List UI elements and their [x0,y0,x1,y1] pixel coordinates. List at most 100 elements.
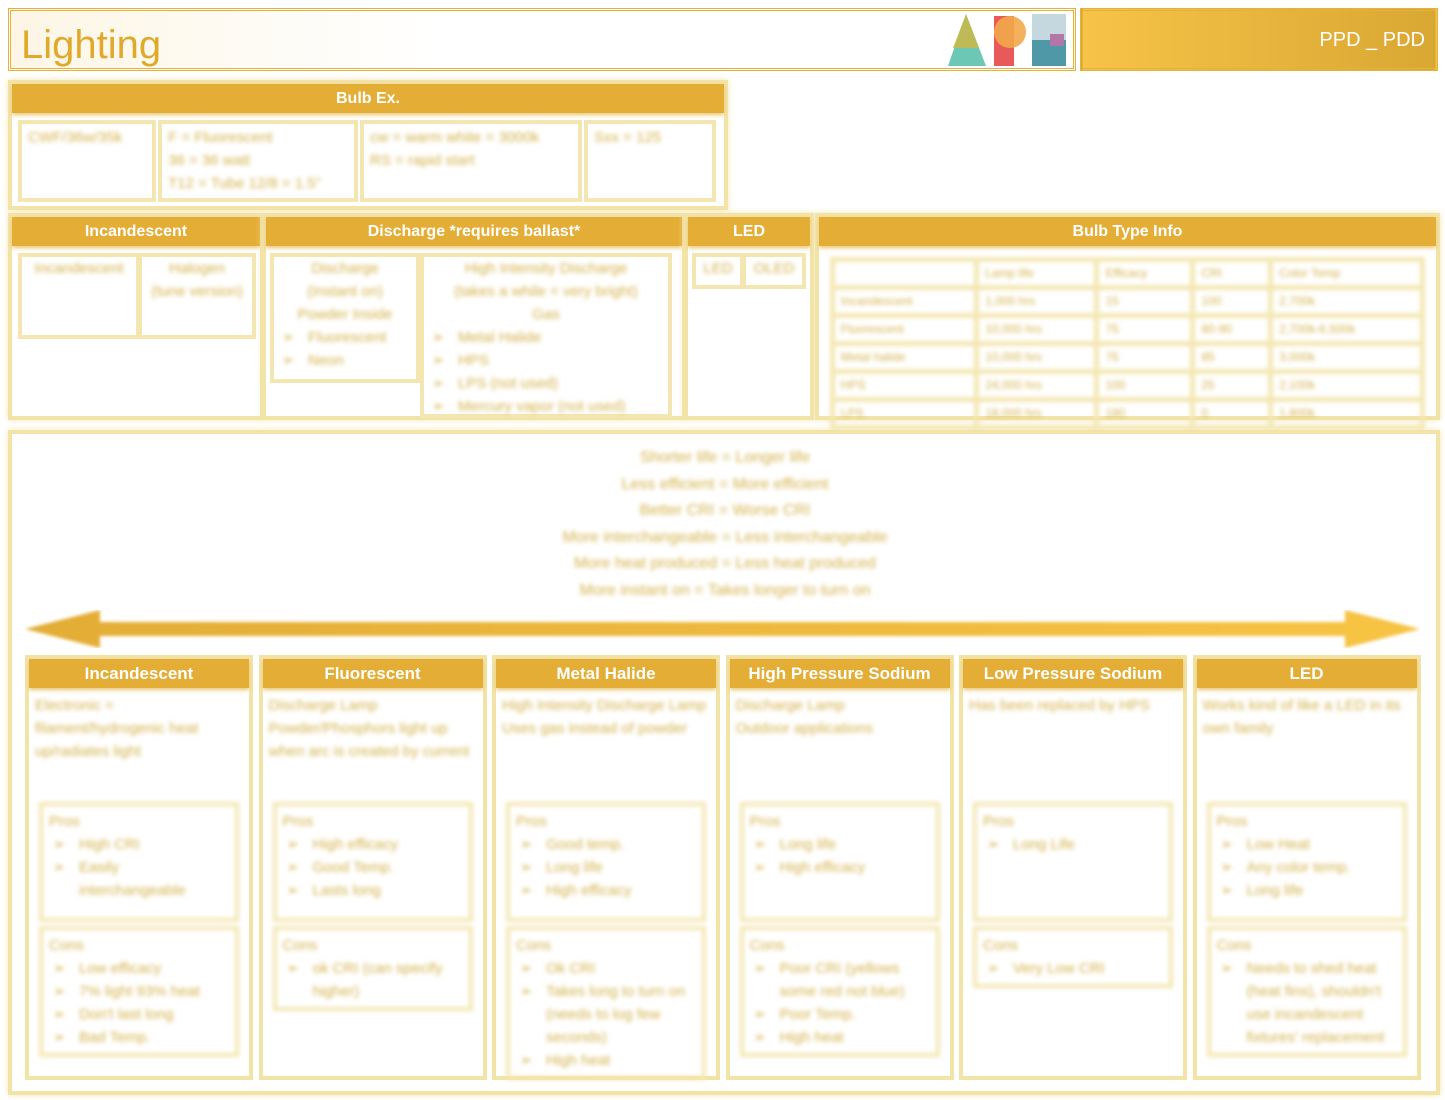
led-header: LED [688,217,810,246]
list-item: Good temp. [516,833,696,856]
table-cell: 180 [1094,397,1196,430]
table-cell: 80-90 [1190,313,1274,346]
list-item: Neon [278,349,412,372]
table-cell: 100 [1190,285,1274,318]
table-cell: 3,000k [1268,341,1425,374]
title-bar: Lighting [8,8,1076,71]
cons-label: Cons [282,937,318,954]
pros-label: Pros [282,813,314,830]
discharge-high-list: Metal HalideHPSLPS (not used)Mercury vap… [428,326,664,418]
table-cell: 75 [1094,341,1196,374]
list-item: Low efficacy [49,957,229,980]
list-item: Poor Temp. [750,1003,930,1026]
column-metal-halide: Metal Halide High Intensity Discharge La… [492,655,720,1080]
list-item: Low Heat [1217,833,1397,856]
column-header: Color Temp [1268,257,1425,290]
table-row: Fluorescent 10,000 hrs 75 80-90 2,700k-6,500… [829,313,1425,346]
pros-label: Pros [1216,813,1248,830]
table-cell: 0 [1190,397,1274,430]
pros-label: Pros [749,813,781,830]
list-item: High efficacy [750,856,930,879]
list-item: Fluorescent [278,326,412,349]
list-item: Don't last long [49,1003,229,1026]
discharge-high-heading: High Intensity Discharge (takes a while … [454,260,638,323]
table-cell: 1,800k [1268,397,1425,430]
cons-label: Cons [749,937,785,954]
bulb-ex-cell: F = Fluorescent 36 = 36 watt T12 = Tube … [168,129,321,192]
list-item: Good Temp. [283,856,463,879]
column-incandescent: Incandescent Electronic = filament/hydro… [25,655,253,1080]
table-row: HPS 24,000 hrs 100 25 2,100k [829,369,1425,402]
bulb-ex-cell: Sxx = 125 [594,129,662,146]
discharge-low-heading: Discharge (Instant on) Powder Inside [297,260,393,323]
table-cell: 25 [1190,369,1274,402]
column-description: Has been replaced by HPS [969,697,1150,714]
comparison-panel [8,430,1440,1095]
bulb-type-info-table: Lamp life Efficacy CRI Color Temp Incandesce… [829,257,1425,430]
column-description: Discharge Lamp Outdoor applications [735,697,874,737]
page-title: Lighting [21,23,162,67]
pros-label: Pros [49,813,80,830]
bulb-ex-cell: CWF/36w/35k [28,129,123,146]
table-cell: Fluorescent [829,313,980,346]
table-cell: 85 [1190,341,1274,374]
type-cell: Incandescent [34,260,124,277]
type-cell: LED [703,260,733,277]
list-item: LPS (not used) [428,372,664,395]
table-cell: 2,700k [1268,285,1425,318]
column-header: CRI [1190,257,1274,290]
list-item: Long life [516,856,696,879]
column-description: High Intensity Discharge Lamp Uses gas i… [502,697,707,737]
list-item: Mercury vapor (not used) [428,395,664,418]
double-arrow-icon [25,610,1420,648]
table-cell: 15 [1094,285,1196,318]
list-item: High heat [750,1026,930,1049]
spectrum-line: Less efficient = More efficient [621,475,829,493]
column-header: Lamp life [974,257,1100,290]
list-item: Long Life [983,833,1163,856]
bulb-ex-cell: cw = warm white = 3000k RS = rapid start [370,129,540,169]
list-item: Lasts long [283,879,463,902]
list-item: Easily interchangeable [49,856,229,902]
cons-box: Cons Low efficacy7% light 93% heatDon't l… [39,926,239,1057]
column-high-pressure-sodium: High Pressure Sodium Discharge Lamp Outd… [725,655,954,1080]
pros-label: Pros [983,813,1014,830]
list-item: Long life [1217,879,1397,902]
pros-box: Pros Long lifeHigh efficacy [739,802,940,922]
column-header: Efficacy [1094,257,1196,290]
discharge-panel: Discharge *requires ballast* Discharge (… [262,213,686,420]
list-item: HPS [428,349,664,372]
are-logo [948,14,1066,66]
list-item: Long life [750,833,930,856]
table-cell: 75 [1094,313,1196,346]
list-item: 7% light 93% heat [49,980,229,1003]
spectrum-line: More instant on = Takes longer to turn o… [579,581,871,599]
column-header: Low Pressure Sodium [963,659,1183,688]
spectrum-line: More heat produced = Less heat produced [574,555,876,572]
pros-box: Pros Low HeatAny color temp.Long life [1206,802,1407,922]
column-header: LED [1196,659,1417,688]
table-cell: 18,000 hrs [974,397,1100,430]
incandescent-panel: Incandescent Incandescent Halogen (tune … [8,213,264,420]
column-header: Fluorescent [262,659,483,688]
list-item: High CRI [49,833,229,856]
header-right-box: PPD _ PDD [1080,8,1438,71]
list-item: Needs to shed heat (heat fins), shouldn'… [1217,957,1397,1049]
list-item: High efficacy [516,879,696,902]
cons-label: Cons [516,937,552,954]
table-cell: LPS [829,397,980,430]
cons-box: Cons Needs to shed heat (heat fins), shou… [1206,926,1407,1057]
table-cell: Incandescent [829,285,980,318]
table-cell: 10,000 hrs [974,341,1100,374]
bulb-ex-header: Bulb Ex. [12,84,724,113]
spectrum-line: Better CRI = Worse CRI [639,502,811,519]
column-fluorescent: Fluorescent Discharge Lamp Powder/Phosph… [258,655,487,1080]
table-cell: 1,000 hrs [974,285,1100,318]
table-cell: 100 [1094,369,1196,402]
type-cell: Halogen (tune version) [151,260,243,300]
bulb-type-info-header: Bulb Type Info [819,217,1436,246]
list-item: Poor CRI (yellows some red not blue) [750,957,930,1003]
spectrum-text: Shorter life = Longer life Less efficient… [300,445,1150,604]
cons-label: Cons [983,937,1019,954]
list-item: Any color temp. [1217,856,1397,879]
